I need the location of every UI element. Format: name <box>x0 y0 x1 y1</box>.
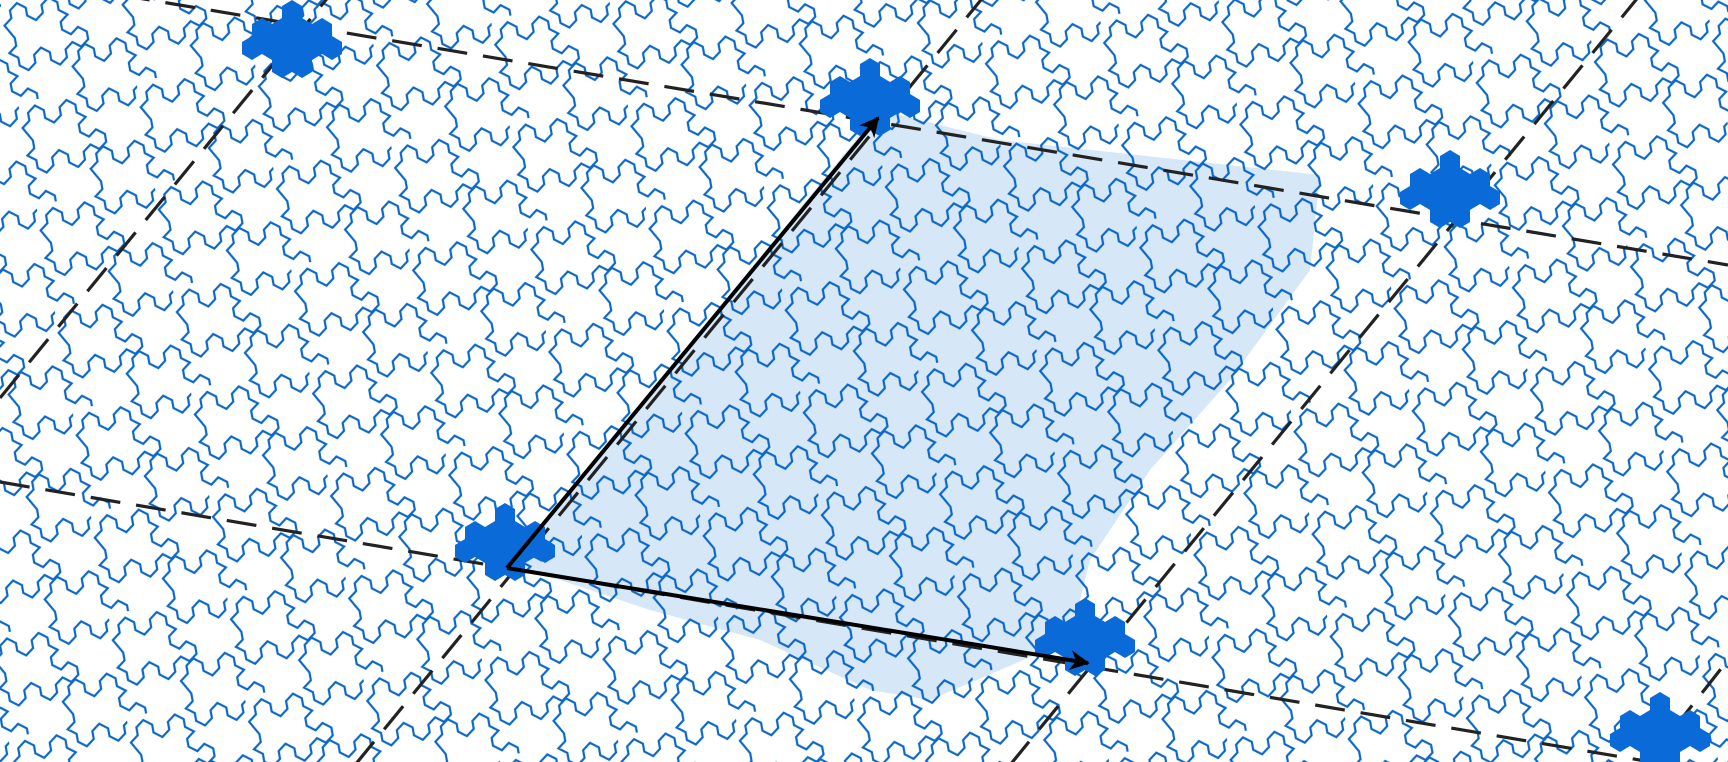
lattice-line-row-2 <box>0 480 1661 762</box>
basis-vectors <box>505 116 1090 670</box>
vector-up <box>505 116 880 570</box>
lattice-cluster-4 <box>455 503 555 581</box>
lattice-cluster-1 <box>242 0 342 78</box>
lattice-cluster-6 <box>1610 692 1710 762</box>
lattice-cluster-5 <box>1035 598 1135 676</box>
vector-right <box>506 566 1090 670</box>
lattice-cluster-2 <box>820 58 920 136</box>
lattice-cluster-3 <box>1400 150 1500 228</box>
lattice-clusters <box>242 0 1710 762</box>
